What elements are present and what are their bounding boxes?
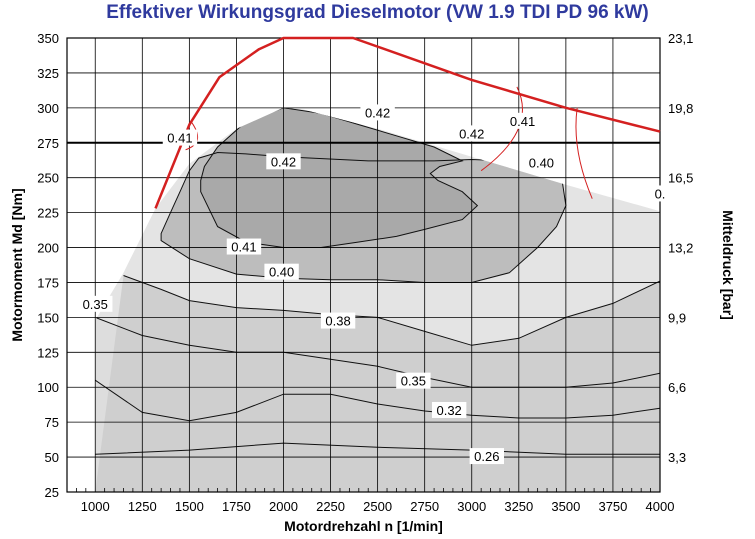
x-axis-label: Motordrehzahl n [1/min] <box>284 518 443 534</box>
contour-label-0.40: 0.40 <box>529 156 554 171</box>
contour-label-bg-13 <box>78 295 113 312</box>
y-tick-175: 175 <box>37 275 59 290</box>
contour-label-bg-10 <box>396 372 431 389</box>
x-tick-2000: 2000 <box>269 499 298 514</box>
y-tick-225: 225 <box>37 206 59 221</box>
contour-label-bg-8 <box>264 263 299 280</box>
chart-title: Effektiver Wirkungsgrad Dieselmotor (VW … <box>106 2 649 23</box>
full-load-curve <box>154 36 661 209</box>
contour-label-bg-11 <box>431 401 467 418</box>
x-tick-4000: 4000 <box>646 499 675 514</box>
contour-label-bg-6 <box>650 185 670 202</box>
grid <box>67 37 661 493</box>
contour-label-bg-4 <box>505 112 540 129</box>
y-axis-label: Motormoment Md [Nm] <box>9 188 25 341</box>
y-tick-300: 300 <box>37 101 59 116</box>
y2-tick-16,5: 16,5 <box>668 171 693 186</box>
x-tick-3250: 3250 <box>504 499 533 514</box>
x-tick-1250: 1250 <box>128 499 157 514</box>
x-tick-3000: 3000 <box>457 499 486 514</box>
contour-label-0.41: 0.41 <box>231 240 256 255</box>
contour-label-0.: 0. <box>655 186 666 201</box>
contour-label-0.35: 0.35 <box>401 374 426 389</box>
y2-tick-9,9: 9,9 <box>668 310 686 325</box>
y2-tick-13,2: 13,2 <box>668 241 693 256</box>
contour-labels: 0.42 0.42 0.42 0.41 0.41 0.40 0. 0.41 0.40 0.38 0.… <box>78 104 670 465</box>
x-tick-3750: 3750 <box>598 499 627 514</box>
x-tick-1750: 1750 <box>222 499 251 514</box>
x-tick-1000: 1000 <box>81 499 110 514</box>
contour-label-bg-0 <box>266 153 301 170</box>
plot-border <box>66 37 661 493</box>
x-tick-2500: 2500 <box>363 499 392 514</box>
y-tick-50: 50 <box>45 450 59 465</box>
contour-label-bg-3 <box>162 129 198 146</box>
contour-label-0.35: 0.35 <box>83 297 108 312</box>
contour-label-0.40: 0.40 <box>269 265 294 280</box>
y-tick-275: 275 <box>37 136 59 151</box>
contour-label-bg-9 <box>320 312 356 329</box>
contour-label-0.41: 0.41 <box>167 131 192 146</box>
axis-ticks: 1000 1250 1500 1750 2000 2250 2500 2750 3000 3250… <box>37 31 693 514</box>
y-tick-100: 100 <box>37 380 59 395</box>
contour-label-0.32: 0.32 <box>436 403 461 418</box>
contour-label-0.42: 0.42 <box>459 126 484 141</box>
contour-label-bg-5 <box>524 154 559 171</box>
contour-label-bg-1 <box>360 104 395 121</box>
y-tick-25: 25 <box>45 485 59 500</box>
y-tick-325: 325 <box>37 66 59 81</box>
y-tick-75: 75 <box>45 415 59 430</box>
y2-tick-19,8: 19,8 <box>668 101 693 116</box>
efficiency-bend-0.41-left <box>185 121 199 151</box>
contour-label-bg-7 <box>226 238 262 255</box>
efficiency-bend-0.40 <box>575 107 593 199</box>
x-tick-1500: 1500 <box>175 499 204 514</box>
x-tick-2750: 2750 <box>410 499 439 514</box>
contour-label-0.41: 0.41 <box>510 114 535 129</box>
y2-tick-3,3: 3,3 <box>668 450 686 465</box>
y-tick-250: 250 <box>37 171 59 186</box>
plot-frame <box>66 37 661 493</box>
contour-label-bg-2 <box>454 125 489 142</box>
y-tick-125: 125 <box>37 345 59 360</box>
x-tick-2250: 2250 <box>316 499 345 514</box>
y2-axis-label: Mitteldruck [bar] <box>720 210 736 320</box>
x-tick-3500: 3500 <box>551 499 580 514</box>
y-tick-350: 350 <box>37 31 59 46</box>
contour-label-0.38: 0.38 <box>325 314 350 329</box>
y-tick-200: 200 <box>37 241 59 256</box>
y2-tick-23,1: 23,1 <box>668 31 693 46</box>
contour-label-0.42: 0.42 <box>365 105 390 120</box>
y-tick-150: 150 <box>37 310 59 325</box>
contour-label-0.26: 0.26 <box>474 449 499 464</box>
y2-tick-6,6: 6,6 <box>668 380 686 395</box>
contour-label-bg-12 <box>469 448 505 465</box>
contour-label-0.42: 0.42 <box>271 154 296 169</box>
